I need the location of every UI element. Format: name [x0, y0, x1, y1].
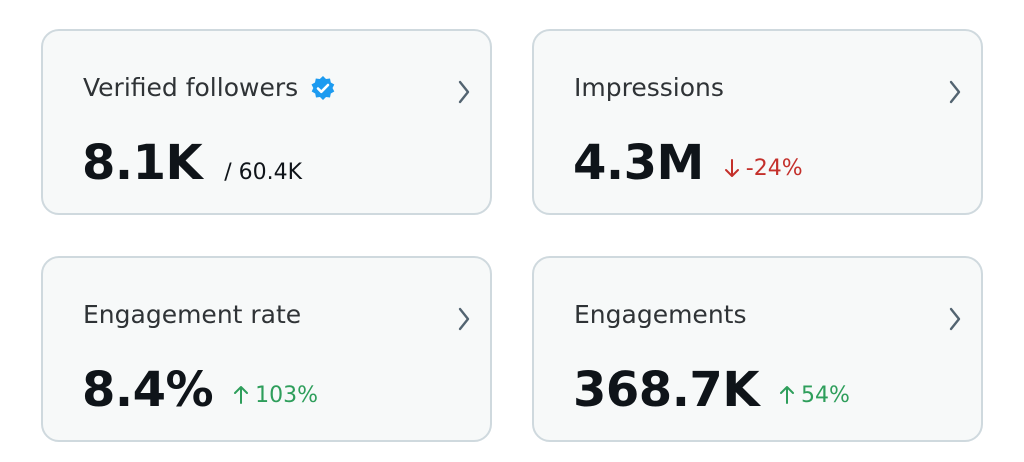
chevron-right — [949, 80, 961, 104]
stat-change: 54% — [779, 383, 850, 408]
chevron-right — [949, 307, 961, 331]
stat-card[interactable]: Verified followers 8.1K / 60.4K — [41, 29, 492, 215]
card-title: Verified followers — [83, 73, 336, 102]
stat-detail: / 60.4K — [224, 160, 303, 185]
chevron-right — [458, 307, 470, 331]
value-row: 8.1K / 60.4K — [82, 135, 302, 191]
value-row: 8.4% 103% — [82, 362, 318, 418]
card-title-text: Engagements — [574, 300, 747, 329]
card-title: Engagement rate — [83, 300, 301, 329]
stat-value: 8.1K — [82, 135, 203, 191]
trend-arrow — [234, 386, 249, 404]
stat-value: 8.4% — [82, 362, 214, 418]
value-row: 368.7K 54% — [573, 362, 850, 418]
stat-value: 368.7K — [573, 362, 760, 418]
change-text: 103% — [255, 382, 319, 408]
stat-card[interactable]: Engagement rate 8.4% 103% — [41, 256, 492, 442]
change-text: 54% — [801, 382, 850, 408]
stat-card[interactable]: Impressions 4.3M -24% — [532, 29, 983, 215]
change-text: -24% — [745, 155, 803, 181]
stat-change: -24% — [724, 156, 803, 181]
card-title-text: Verified followers — [83, 73, 299, 102]
card-title-text: Engagement rate — [83, 300, 302, 329]
trend-arrow — [780, 386, 795, 404]
trend-arrow — [724, 159, 739, 177]
chevron-right — [458, 80, 470, 104]
stat-card[interactable]: Engagements 368.7K 54% — [532, 256, 983, 442]
stat-change: 103% — [233, 383, 318, 408]
stat-value: 4.3M — [573, 135, 704, 191]
card-title-text: Impressions — [574, 73, 724, 102]
card-title: Impressions — [574, 73, 724, 102]
card-title: Engagements — [574, 300, 747, 329]
verified-badge — [311, 75, 335, 100]
value-row: 4.3M -24% — [573, 135, 803, 191]
